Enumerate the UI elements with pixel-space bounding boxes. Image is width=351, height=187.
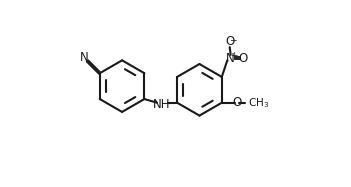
Text: −: − [229, 35, 237, 44]
Text: +: + [230, 51, 238, 60]
Text: O: O [232, 96, 241, 109]
Text: N: N [226, 52, 235, 65]
Text: CH$_3$: CH$_3$ [248, 96, 269, 110]
Text: O: O [225, 35, 234, 48]
Text: NH: NH [153, 98, 171, 111]
Text: N: N [80, 51, 89, 65]
Text: O: O [238, 52, 247, 65]
